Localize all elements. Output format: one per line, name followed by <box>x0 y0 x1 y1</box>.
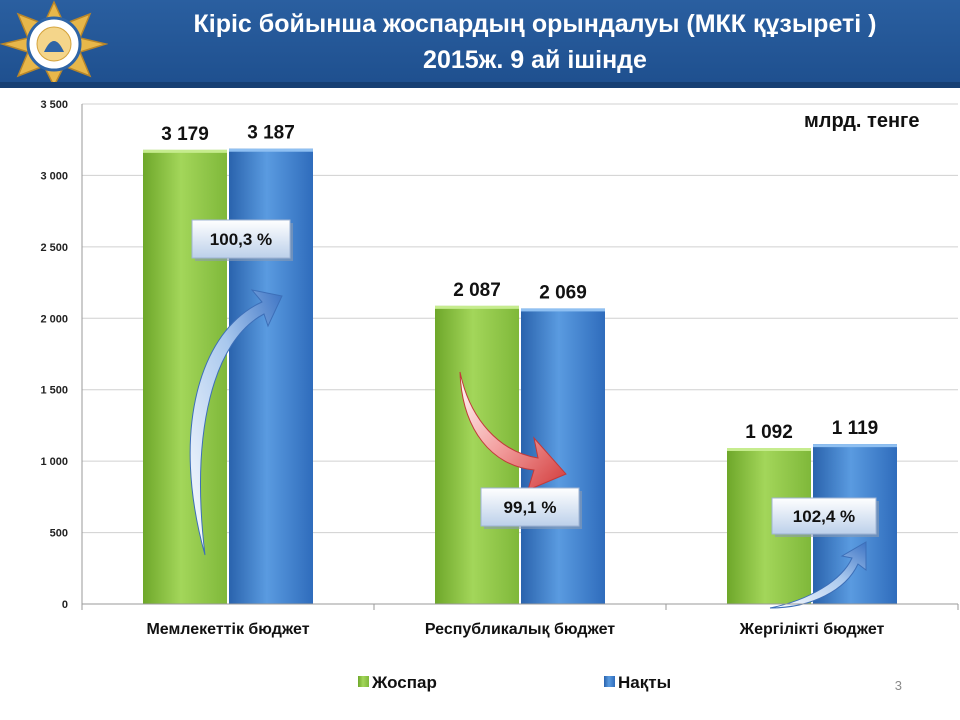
bar-actual <box>521 308 605 604</box>
percent-label: 100,3 % <box>210 230 272 249</box>
up-arrow-icon <box>769 541 867 609</box>
unit-label: млрд. тенге <box>804 110 920 132</box>
bar-cap <box>813 444 897 448</box>
y-tick-label: 3 000 <box>40 170 68 182</box>
bar-cap <box>521 308 605 312</box>
bar-value-label: 3 187 <box>247 123 295 144</box>
bar-value-label: 1 119 <box>832 418 879 439</box>
x-tick-label: Мемлекеттік бюджет <box>146 621 309 638</box>
bar-value-label: 1 092 <box>745 422 793 443</box>
percent-box <box>771 497 877 535</box>
header-banner: Кіріс бойынша жоспардың орындалуы (МКК қ… <box>0 0 960 88</box>
down-arrow-icon <box>459 371 567 491</box>
percent-label: 99,1 % <box>504 498 557 517</box>
x-axis: Мемлекеттік бюджет Республикалық бюджет Же… <box>81 603 959 638</box>
bar-cap <box>727 448 811 451</box>
x-tick-label: Республикалық бюджет <box>425 621 615 638</box>
y-tick-label: 2 500 <box>40 242 68 254</box>
bar-value-label: 2 069 <box>539 282 587 303</box>
legend-swatch <box>358 676 369 687</box>
legend-swatch <box>604 676 615 687</box>
page-title: Кіріс бойынша жоспардың орындалуы (МКК қ… <box>110 6 960 78</box>
bar-cap <box>143 149 227 153</box>
percent-box <box>191 219 291 259</box>
trend-arrows <box>189 289 867 609</box>
up-arrow-icon <box>189 289 283 556</box>
y-tick-label: 3 500 <box>40 99 68 111</box>
data-labels: 3 179 3 187 2 087 2 069 1 092 1 119 100,3 % 99,… <box>161 123 879 537</box>
y-tick-label: 0 <box>62 599 68 611</box>
bar-cap <box>229 148 313 152</box>
legend-label: Нақты <box>618 673 671 692</box>
y-tick-label: 1 500 <box>40 385 68 397</box>
y-tick-label: 2 000 <box>40 313 68 325</box>
percent-label: 102,4 % <box>793 507 855 526</box>
title-line-1: Кіріс бойынша жоспардың орындалуы (МКК қ… <box>193 10 877 38</box>
x-tick-label: Жергілікті бюджет <box>739 621 885 638</box>
y-tick-label: 1 000 <box>40 456 68 468</box>
bar-cap <box>435 305 519 309</box>
bar-value-label: 3 179 <box>161 124 209 145</box>
bar-value-label: 2 087 <box>453 280 501 301</box>
percent-box <box>480 487 580 527</box>
legend: Жоспар Нақты <box>358 673 671 692</box>
legend-label: Жоспар <box>371 673 437 692</box>
y-axis: 0 500 1 000 1 500 2 000 2 500 3 000 3 500 <box>40 99 83 611</box>
emblem-logo <box>0 0 108 88</box>
page-number: 3 <box>894 678 902 693</box>
y-tick-label: 500 <box>50 528 68 540</box>
bar-actual <box>229 148 313 604</box>
title-line-2: 2015ж. 9 ай ішінде <box>423 46 647 74</box>
